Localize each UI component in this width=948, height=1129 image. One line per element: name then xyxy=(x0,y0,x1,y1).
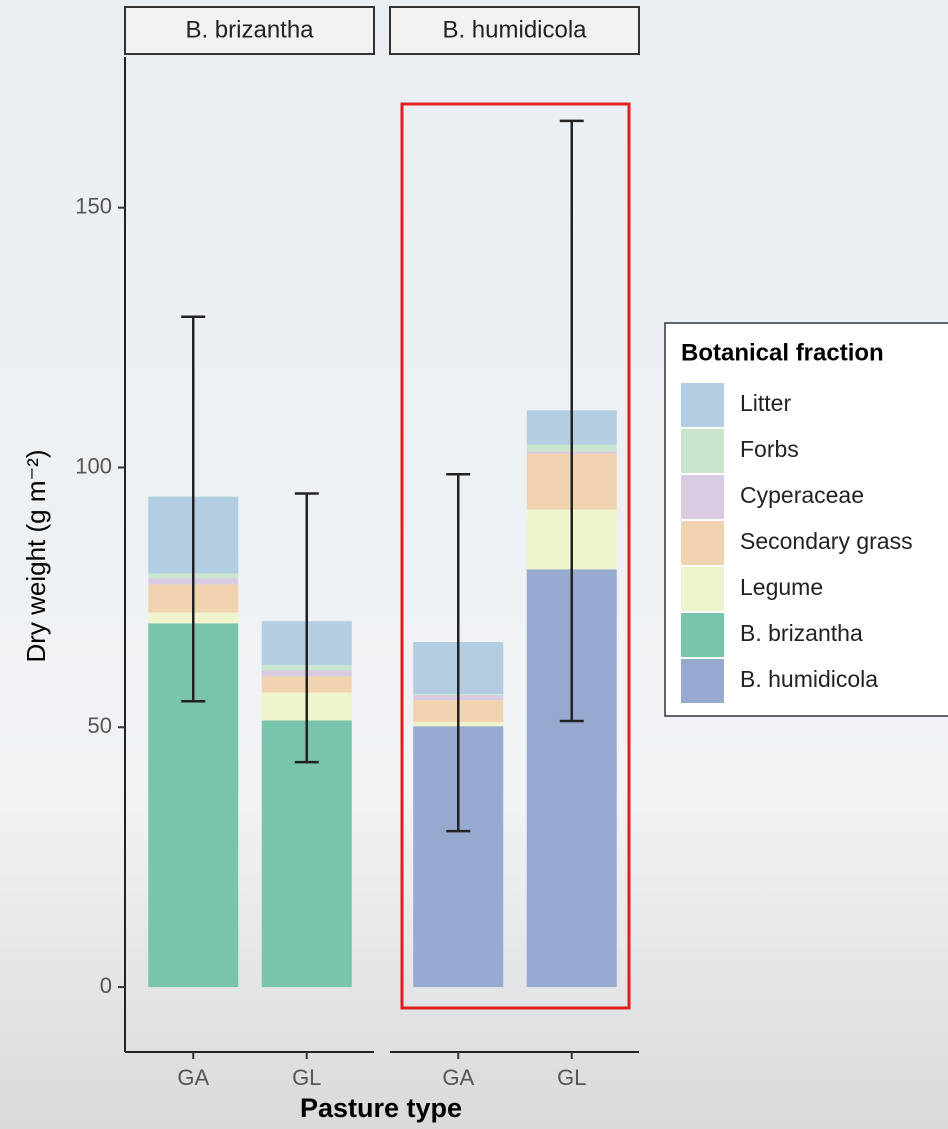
legend-key xyxy=(681,429,724,473)
y-tick-label: 100 xyxy=(75,453,112,478)
legend-key xyxy=(681,567,724,611)
legend-label: B. humidicola xyxy=(740,666,878,692)
x-axis-title: Pasture type xyxy=(300,1093,462,1123)
legend-label: Litter xyxy=(740,390,791,416)
legend-key xyxy=(681,613,724,657)
legend-key xyxy=(681,521,724,565)
legend-key xyxy=(681,383,724,427)
x-tick-label: GA xyxy=(177,1065,209,1090)
legend-label: Cyperaceae xyxy=(740,482,864,508)
legend xyxy=(665,323,948,716)
legend-key xyxy=(681,659,724,703)
facet-title: B. brizantha xyxy=(185,16,314,43)
legend-label: Legume xyxy=(740,574,823,600)
legend-label: B. brizantha xyxy=(740,620,863,646)
y-axis-title: Dry weight (g m⁻²) xyxy=(21,449,51,662)
facet-title: B. humidicola xyxy=(442,16,587,43)
legend-title: Botanical fraction xyxy=(681,339,884,366)
x-tick-label: GA xyxy=(442,1065,474,1090)
legend-label: Forbs xyxy=(740,436,799,462)
x-tick-label: GL xyxy=(292,1065,321,1090)
y-tick-label: 150 xyxy=(75,193,112,218)
chart: Dry weight (g m⁻²) Pasture type Botanica… xyxy=(0,0,948,1129)
x-tick-label: GL xyxy=(557,1065,586,1090)
legend-key xyxy=(681,475,724,519)
y-tick-label: 50 xyxy=(88,713,112,738)
y-tick-label: 0 xyxy=(100,973,112,998)
page: Dry weight (g m⁻²) Pasture type Botanica… xyxy=(0,0,948,1129)
legend-label: Secondary grass xyxy=(740,528,913,554)
